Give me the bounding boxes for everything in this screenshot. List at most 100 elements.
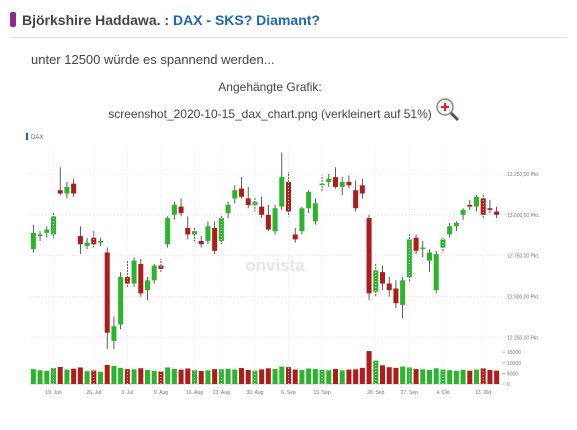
volume-bar: [326, 370, 332, 384]
volume-bar: [64, 369, 70, 384]
candle-body: [178, 206, 184, 214]
candle-body: [185, 227, 191, 235]
volume-bar: [373, 360, 379, 384]
volume-bar: [205, 370, 211, 384]
candle-body: [44, 229, 50, 233]
attachment-label: Angehängte Grafik:: [218, 80, 322, 94]
author[interactable]: Björkshire Haddawa.: [22, 12, 161, 28]
volume-bar: [332, 368, 339, 384]
candle-body: [339, 182, 345, 187]
y2-tick-label: 5000: [507, 371, 518, 377]
divider: [10, 37, 567, 38]
volume-bar: [104, 364, 110, 384]
candle-body: [400, 280, 406, 305]
candle-body: [212, 227, 218, 251]
candle-body: [433, 254, 439, 291]
y-tick-label: 13.000,00 Pkt.: [507, 213, 539, 219]
volume-bar: [366, 351, 372, 384]
candle-body: [165, 218, 171, 245]
candle-body: [413, 237, 419, 251]
candle-body: [272, 208, 278, 232]
candle-body: [447, 226, 453, 235]
volume-bar: [245, 369, 251, 384]
candle-body: [453, 222, 459, 227]
candle-body: [77, 236, 83, 245]
volume-bar: [299, 369, 305, 384]
candle-body: [353, 190, 359, 209]
volume-bar: [279, 366, 285, 384]
volume-bar: [57, 367, 63, 384]
candle-body: [111, 326, 117, 341]
volume-bar: [413, 369, 419, 384]
post-body: unter 12500 würde es spannend werden...: [31, 52, 275, 67]
volume-bar: [165, 367, 171, 384]
volume-bar: [185, 368, 191, 384]
x-tick-label: 3. Jul: [121, 390, 133, 396]
candle-body: [225, 204, 231, 214]
volume-bar: [171, 368, 177, 384]
candle-body: [306, 191, 312, 209]
volume-bar: [30, 369, 36, 384]
volume-bar: [138, 368, 144, 384]
y-tick-label: 12.250,00 Pkt.: [507, 336, 539, 342]
candle-body: [118, 277, 124, 325]
candle-body: [171, 204, 177, 215]
y2-tick-label: 0: [507, 382, 510, 388]
x-tick-label: 20. Sep: [367, 390, 384, 396]
candle-body: [138, 263, 144, 294]
x-tick-label: 23. Aug: [213, 390, 230, 396]
volume-bar: [494, 370, 500, 384]
x-tick-label: 4. Okt: [436, 390, 450, 396]
volume-bar: [285, 367, 292, 384]
candle-body: [198, 240, 204, 245]
candle-body: [50, 216, 57, 235]
volume-bar: [111, 365, 117, 384]
candle-body: [494, 211, 500, 215]
x-tick-label: 30. Aug: [246, 390, 263, 396]
volume-bar: [118, 367, 124, 384]
volume-bar: [259, 369, 265, 384]
volume-bar: [460, 369, 466, 384]
volume-bar: [433, 368, 439, 384]
x-tick-label: 6. Sep: [281, 390, 296, 396]
volume-bar: [312, 369, 318, 384]
candle-body: [406, 239, 412, 278]
volume-bar: [124, 369, 130, 384]
candle-body: [312, 203, 318, 222]
candle-body: [104, 252, 110, 333]
y-tick-label: 12.500,00 Pkt.: [507, 295, 539, 301]
candle-body: [467, 204, 473, 207]
candle-body: [487, 208, 493, 210]
volume-bar: [467, 370, 473, 384]
candle-body: [393, 288, 399, 304]
candle-body: [473, 196, 480, 207]
volume-bar: [453, 370, 459, 384]
volume-bar: [84, 371, 90, 384]
attachment-caption[interactable]: screenshot_2020-10-15_dax_chart.png (ver…: [108, 107, 432, 121]
volume-bar: [238, 368, 245, 384]
y-tick-label: 13.250,00 Pkt.: [507, 172, 539, 178]
volume-bar: [44, 370, 50, 384]
x-tick-label: 9. Aug: [154, 390, 168, 396]
candle-body: [37, 234, 43, 237]
candle-body: [319, 183, 325, 186]
candle-body: [332, 177, 339, 187]
volume-bar: [420, 369, 426, 384]
post-header: Björkshire Haddawa. : DAX - SKS? Diamant…: [10, 12, 320, 28]
volume-bar: [272, 368, 278, 384]
candle-body: [151, 265, 157, 281]
candle-body: [285, 182, 292, 212]
volume-bar: [306, 368, 312, 384]
legend: DAX: [31, 135, 43, 141]
volume-bar: [426, 369, 433, 384]
watermark: onvista: [245, 256, 305, 275]
candle-body: [91, 237, 97, 245]
x-tick-label: 16. Aug: [186, 390, 203, 396]
candle-body: [326, 178, 332, 183]
zoom-icon[interactable]: [434, 96, 460, 122]
candle-body: [265, 214, 271, 230]
thread-title[interactable]: DAX - SKS? Diamant?: [172, 12, 320, 28]
volume-bar: [346, 369, 352, 384]
volume-bar: [97, 371, 104, 384]
